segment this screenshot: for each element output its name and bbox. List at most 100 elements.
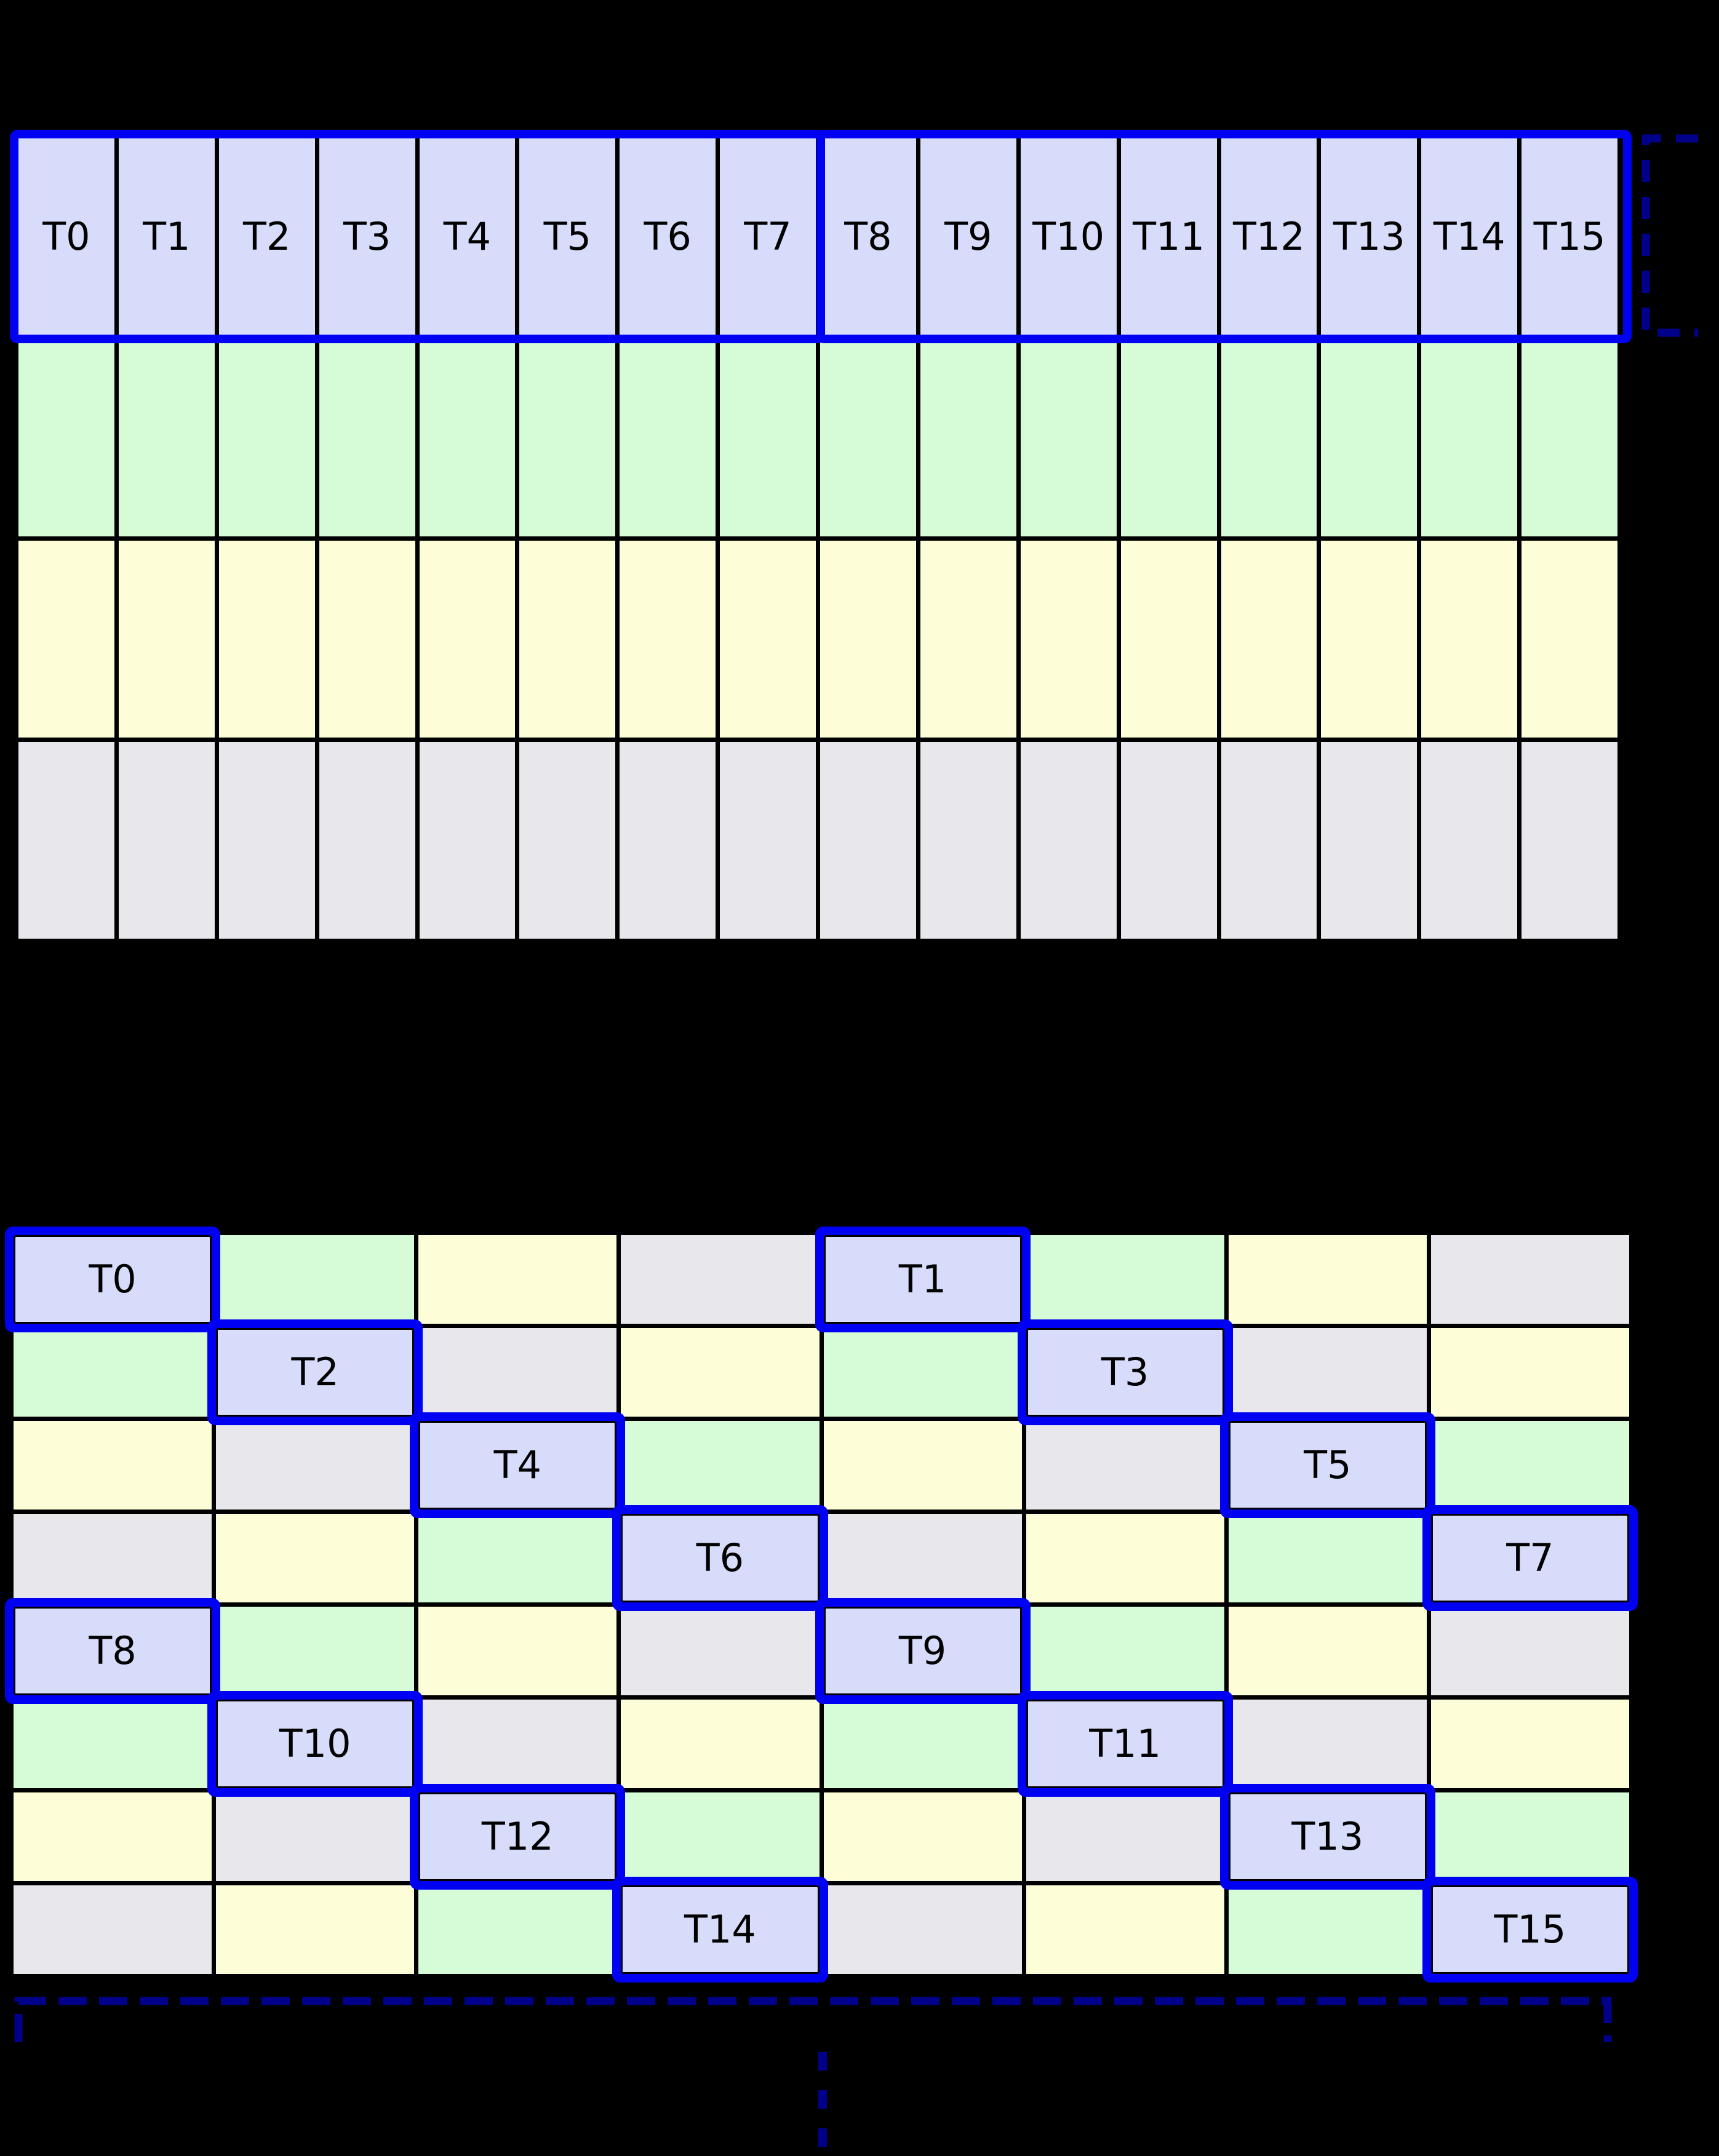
memory-cell-yellow	[14, 1421, 212, 1510]
memory-cell-gray	[1430, 1607, 1629, 1695]
memory-cell-yellow	[1228, 1607, 1427, 1695]
thread-cell-t7-swizzled: T7	[1430, 1514, 1629, 1602]
memory-cell-green	[1020, 340, 1117, 536]
memory-cell-gray	[1026, 1421, 1224, 1510]
thread-cell-t2-swizzled: T2	[216, 1328, 415, 1417]
memory-cell-yellow	[720, 541, 816, 738]
memory-cell-yellow	[1430, 1700, 1629, 1788]
memory-cell-green	[216, 1235, 415, 1324]
memory-cell-yellow	[1522, 541, 1617, 738]
memory-cell-gray	[1020, 742, 1117, 939]
memory-cell-green	[823, 1328, 1022, 1417]
memory-cell-yellow	[216, 1514, 415, 1602]
memory-cell-yellow	[18, 541, 114, 738]
memory-cell-yellow	[620, 541, 716, 738]
memory-cell-gray	[920, 742, 1016, 939]
thread-cell-t5-linear: T5	[519, 138, 616, 335]
memory-cell-green	[14, 1700, 212, 1788]
memory-cell-gray	[519, 742, 616, 939]
memory-cell-yellow	[1221, 541, 1317, 738]
memory-cell-green	[1228, 1885, 1427, 1974]
memory-cell-yellow	[1026, 1514, 1224, 1602]
memory-cell-yellow	[1026, 1885, 1224, 1974]
memory-cell-green	[14, 1328, 212, 1417]
thread-cell-t12-swizzled: T12	[418, 1792, 617, 1881]
memory-cell-gray	[621, 1235, 820, 1324]
memory-cell-yellow	[218, 541, 315, 738]
memory-cell-gray	[18, 742, 114, 939]
memory-cell-green	[419, 340, 516, 536]
thread-cell-t1-linear: T1	[118, 138, 215, 335]
memory-cell-green	[319, 340, 415, 536]
memory-cell-green	[820, 340, 916, 536]
memory-cell-yellow	[319, 541, 415, 738]
memory-cell-green	[1321, 340, 1418, 536]
memory-cell-gray	[1026, 1792, 1224, 1881]
memory-cell-green	[1421, 340, 1518, 536]
memory-cell-gray	[14, 1514, 212, 1602]
memory-cell-gray	[823, 1514, 1022, 1602]
memory-cell-yellow	[1430, 1328, 1629, 1417]
thread-cell-t3-linear: T3	[319, 138, 415, 335]
linear-thread-map-grid: T0 T1 T2 T3 T4 T5 T6 T7 T8 T9 T10 T11 T12 T13 T14 T15	[14, 134, 1622, 943]
memory-cell-yellow	[621, 1700, 820, 1788]
memory-cell-gray	[620, 742, 716, 939]
memory-cell-yellow	[820, 541, 916, 738]
memory-cell-green	[720, 340, 816, 536]
memory-cell-gray	[1228, 1328, 1427, 1417]
memory-cell-green	[218, 340, 315, 536]
row-height-bracket-icon	[1641, 134, 1698, 337]
memory-cell-yellow	[519, 541, 616, 738]
thread-cell-t3-swizzled: T3	[1026, 1328, 1224, 1417]
thread-cell-t12-linear: T12	[1221, 138, 1317, 335]
memory-cell-gray	[1120, 742, 1217, 939]
memory-cell-gray	[319, 742, 415, 939]
thread-cell-t13-linear: T13	[1321, 138, 1418, 335]
memory-cell-yellow	[118, 541, 215, 738]
memory-cell-gray	[418, 1700, 617, 1788]
memory-cell-green	[1430, 1421, 1629, 1510]
memory-cell-yellow	[823, 1421, 1022, 1510]
thread-cell-t14-swizzled: T14	[621, 1885, 820, 1974]
memory-cell-gray	[820, 742, 916, 939]
swizzled-thread-map-grid: T0 T1 T2 T3 T4 T5 T6 T7 T8 T9 T10 T11 T12 T13 T14 T15	[9, 1231, 1633, 1978]
memory-cell-gray	[216, 1792, 415, 1881]
memory-cell-green	[621, 1421, 820, 1510]
memory-cell-gray	[1221, 742, 1317, 939]
thread-cell-t1-swizzled: T1	[823, 1235, 1022, 1324]
thread-cell-t8-linear: T8	[820, 138, 916, 335]
thread-cell-t8-swizzled: T8	[14, 1607, 212, 1695]
memory-cell-green	[418, 1514, 617, 1602]
memory-cell-gray	[216, 1421, 415, 1510]
memory-cell-gray	[1522, 742, 1617, 939]
memory-cell-gray	[14, 1885, 212, 1974]
continuation-ellipsis-icon	[818, 2052, 827, 2156]
memory-cell-green	[1026, 1235, 1224, 1324]
thread-cell-t14-linear: T14	[1421, 138, 1518, 335]
memory-cell-yellow	[1321, 541, 1418, 738]
memory-cell-yellow	[418, 1235, 617, 1324]
thread-cell-t4-swizzled: T4	[418, 1421, 617, 1510]
memory-cell-gray	[418, 1328, 617, 1417]
memory-cell-green	[1120, 340, 1217, 536]
memory-cell-gray	[621, 1607, 820, 1695]
memory-cell-gray	[720, 742, 816, 939]
memory-cell-yellow	[621, 1328, 820, 1417]
memory-cell-green	[823, 1700, 1022, 1788]
thread-cell-t6-swizzled: T6	[621, 1514, 820, 1602]
memory-cell-yellow	[823, 1792, 1022, 1881]
thread-cell-t10-linear: T10	[1020, 138, 1117, 335]
memory-cell-yellow	[1020, 541, 1117, 738]
memory-cell-green	[418, 1885, 617, 1974]
thread-cell-t0-swizzled: T0	[14, 1235, 212, 1324]
thread-cell-t9-swizzled: T9	[823, 1607, 1022, 1695]
memory-cell-green	[216, 1607, 415, 1695]
memory-cell-yellow	[419, 541, 516, 738]
memory-cell-green	[621, 1792, 820, 1881]
memory-cell-yellow	[14, 1792, 212, 1881]
memory-cell-green	[519, 340, 616, 536]
memory-cell-green	[620, 340, 716, 536]
memory-cell-green	[920, 340, 1016, 536]
thread-cell-t11-linear: T11	[1120, 138, 1217, 335]
